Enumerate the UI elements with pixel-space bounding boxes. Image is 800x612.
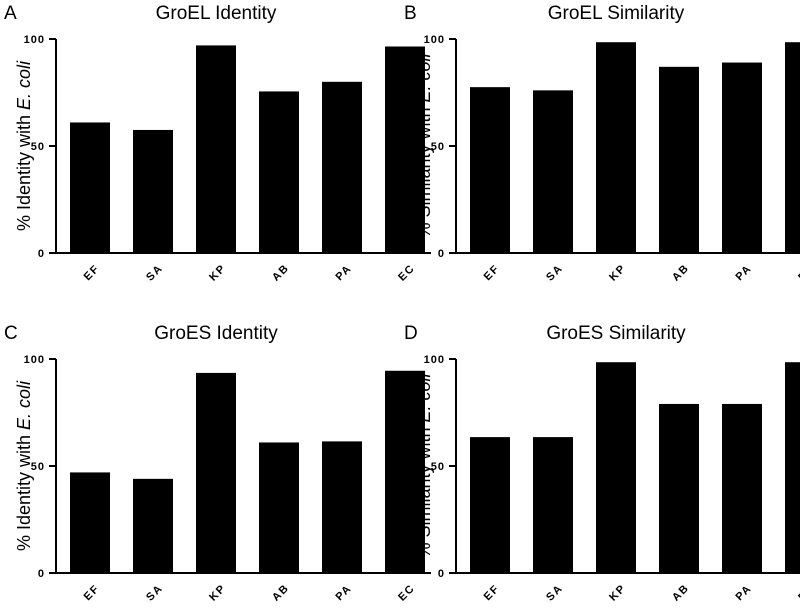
y-axis-title-prefix: % Identity with [14,110,34,231]
bar-ec [785,42,800,254]
category-label: EC [796,582,800,603]
y-axis-title-prefix: % Similarity with [414,103,434,239]
chart-title: GroES Similarity [546,323,686,344]
bar-ec [385,46,425,253]
chart-title: GroES Identity [154,323,278,344]
bar-ef [470,87,510,254]
y-tick-label: 0 [438,248,445,260]
category-label: EF [482,583,503,604]
category-label: KP [607,582,628,603]
y-axis-title-species: E. coli [414,52,434,102]
panel-letter: B [404,3,417,24]
bar-sa [133,129,173,253]
category-label: EC [396,582,417,603]
y-axis-title: % Similarity with E. coli [414,372,434,558]
bar-sa [133,478,173,573]
category-label: PA [333,582,354,603]
chart-title: GroEL Similarity [548,3,685,24]
bar-sa [533,90,573,253]
y-tick-label: 50 [31,461,45,473]
y-axis-title-species: E. coli [14,60,34,110]
y-axis-title-species: E. coli [414,372,434,422]
bar-ab [659,66,699,253]
y-tick-label: 100 [424,34,445,46]
category-label: KP [207,262,228,283]
category-label: AB [670,262,692,284]
bar-kp [196,45,236,253]
bar-ef [470,437,510,573]
bar-pa [322,81,362,253]
category-label: PA [333,262,354,283]
y-tick-label: 50 [431,141,445,153]
category-label: EF [482,263,503,284]
panel-letter: D [404,323,418,344]
chart-panel-b: B GroEL Similarity % Similarity with E. co… [404,3,800,284]
bar-ef [70,472,110,573]
category-label: AB [270,262,292,284]
chart-panel-d: D GroES Similarity % Similarity with E. co… [404,323,800,604]
category-label: EF [82,583,103,604]
bar-kp [196,372,236,573]
category-label: EF [82,263,103,284]
bar-ab [259,91,299,254]
panel-letter: A [4,3,17,24]
category-label: SA [544,262,565,283]
y-tick-label: 100 [424,354,445,366]
category-label: KP [607,262,628,283]
bar-ef [70,122,110,254]
category-label: EC [396,262,417,283]
chart-panel-a: A GroEL Identity % Identity with E. coli EF… [4,3,431,284]
bar-kp [596,362,636,573]
y-tick-label: 50 [431,461,445,473]
y-tick-label: 50 [31,141,45,153]
y-tick-label: 0 [438,568,445,580]
bar-ec [785,362,800,573]
y-axis-title: % Similarity with E. coli [414,52,434,238]
bar-kp [596,42,636,254]
category-label: SA [544,582,565,603]
y-tick-label: 100 [24,354,45,366]
y-axis-title-prefix: % Similarity with [414,423,434,559]
category-label: KP [207,582,228,603]
category-label: AB [270,582,292,604]
y-tick-label: 0 [38,248,45,260]
bar-pa [322,441,362,573]
panel-letter: C [4,323,18,344]
y-tick-label: 100 [24,34,45,46]
chart-title: GroEL Identity [156,3,277,24]
bar-ec [385,370,425,573]
bar-ab [659,403,699,573]
category-label: PA [733,582,754,603]
y-axis-title: % Identity with E. coli [14,60,34,231]
y-tick-label: 0 [38,568,45,580]
y-axis-title-species: E. coli [14,380,34,430]
category-label: SA [144,582,165,603]
bar-ab [259,442,299,573]
chart-panel-c: C GroES Identity % Identity with E. coli EF… [4,323,431,604]
y-axis-title-prefix: % Identity with [14,430,34,551]
bar-sa [533,437,573,573]
category-label: PA [733,262,754,283]
bar-pa [722,62,762,253]
category-label: SA [144,262,165,283]
category-label: EC [796,262,800,283]
bar-pa [722,403,762,573]
y-axis-title: % Identity with E. coli [14,380,34,551]
category-label: AB [670,582,692,604]
